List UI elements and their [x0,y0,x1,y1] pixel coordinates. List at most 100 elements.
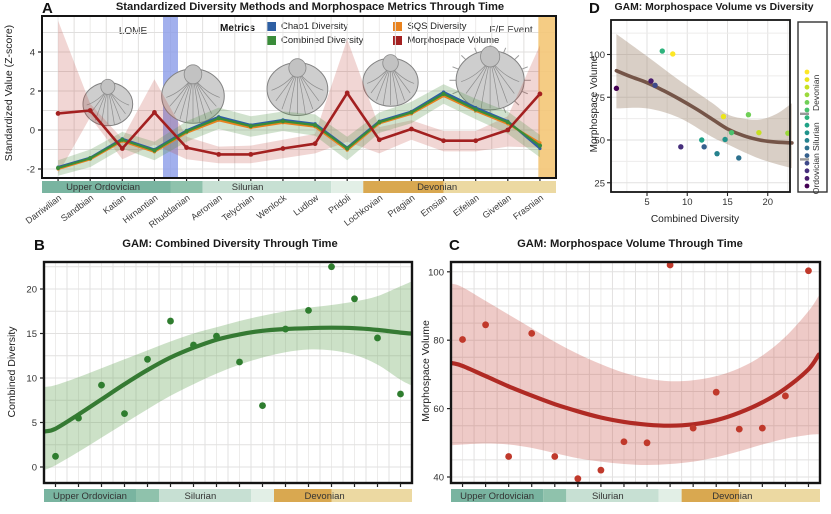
period-band: Upper Ordovician Silurian Devonian [44,489,412,502]
svg-text:10: 10 [26,374,37,385]
svg-text:Upper Ordovician: Upper Ordovician [66,182,140,193]
data-point [87,108,93,113]
gam-line [43,325,413,434]
data-point [538,146,542,151]
data-point [473,138,479,144]
data-point [613,85,620,92]
svg-text:15: 15 [26,329,37,340]
legend-swatch [393,36,403,45]
svg-text:Katian: Katian [101,193,127,216]
smooth-shell-fossil-icon [266,58,329,116]
y-axis: 40 60 80 100 [428,267,451,484]
legend-item: Combined Diversity [267,35,363,46]
data-point [216,116,221,121]
legend-dot [804,168,810,174]
panel-a-label: A [42,0,53,17]
data-point [745,111,752,118]
data-point [659,48,665,54]
svg-text:20: 20 [26,285,37,296]
legend-label: SQS Diversity [407,21,467,32]
data-point [88,156,93,161]
data-point [280,119,286,124]
svg-text:Emsian: Emsian [419,193,449,219]
svg-text:Devonian: Devonian [305,491,345,502]
data-point [537,91,543,97]
svg-text:60: 60 [433,404,444,415]
plot-border [41,15,557,179]
svg-text:5: 5 [644,197,649,208]
data-point [312,141,318,147]
data-point [75,414,82,422]
legend-dot [804,138,810,143]
data-point [121,410,128,417]
data-point [620,438,628,446]
grid [611,20,790,192]
data-point [119,146,125,151]
ribbed-shell-fossil-icon [161,64,225,124]
data-point [720,113,727,120]
data-point [374,334,381,342]
data-point [728,129,735,136]
series-combined-diversity [55,91,543,171]
panel-b-label: B [34,237,45,254]
data-point [216,151,222,157]
lome-annotation: LOME [118,26,148,37]
data-point [259,402,266,409]
panel-d-title: GAM: Morphospace Volume vs Diversity [614,2,814,13]
legend-swatch [267,36,277,45]
legend-label: Chao1 Diversity [281,21,349,32]
svg-text:4: 4 [30,48,35,59]
gam-line [450,352,821,428]
data-point [782,392,789,400]
svg-text:40: 40 [433,473,444,484]
x-axis [461,483,810,487]
y-axis: 25 50 75 100 [589,50,611,189]
data-point [758,424,766,432]
data-point [282,325,289,333]
data-point [722,136,728,143]
svg-text:Devonian: Devonian [417,182,457,193]
data-point [144,355,151,363]
svg-text:Upper Ordovician: Upper Ordovician [53,491,127,502]
gam-ribbon [452,283,819,465]
legend-dot [804,130,810,136]
data-point [714,150,720,157]
data-point [409,110,414,115]
data-point [344,90,350,96]
svg-text:5: 5 [32,418,37,429]
plot-border [449,260,822,485]
data-point [98,381,105,389]
gam-line [614,68,794,145]
legend-dot [804,107,810,113]
data-point [236,358,243,366]
data-point [551,453,559,460]
data-point [55,165,61,171]
data-point [666,261,674,269]
data-point [377,120,382,125]
legend-dot [804,122,810,128]
data-point [152,110,157,115]
panel-c-label: C [449,237,460,254]
svg-text:100: 100 [428,267,444,278]
legend-dot [804,100,810,105]
legend-swatch [393,22,403,31]
data-point [597,466,605,474]
data-point [805,267,812,275]
y-axis: -2 0 2 4 [27,48,42,176]
data-point [397,390,404,398]
legend-label: Combined Diversity [281,35,364,46]
grid [450,262,821,483]
svg-text:Pridoli: Pridoli [326,193,352,216]
data-point [756,129,762,136]
data-point [213,332,220,340]
data-point [184,129,189,134]
svg-text:Givetian: Givetian [481,193,513,221]
data-point [528,329,536,337]
scatter-points [52,263,404,460]
data-point [280,146,286,151]
svg-text:80: 80 [433,336,444,347]
metrics-legend-items: Chao1 Diversity SQS Diversity Combined Div… [267,21,499,46]
svg-text:10: 10 [682,197,693,208]
panel-d-x-axis-label: Combined Diversity [650,214,740,225]
svg-text:15: 15 [722,197,733,208]
